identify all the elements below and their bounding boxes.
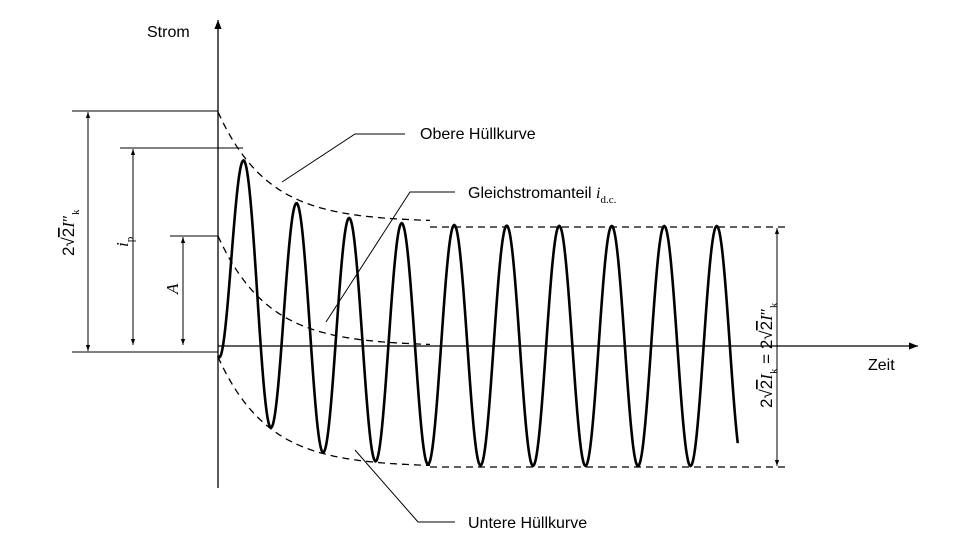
lower-envelope-curve: [217, 356, 430, 467]
svg-text:2√2I″k: 2√2I″k: [59, 209, 82, 256]
lower-envelope-label: Untere Hüllkurve: [468, 515, 587, 532]
dc-component-leader: [325, 191, 455, 323]
short-circuit-current-waveform: [216, 158, 740, 468]
upper-envelope-curve: [217, 111, 430, 222]
dc-component-curve: [217, 235, 430, 346]
svg-text:2√2Ik = 2√2I″k: 2√2Ik = 2√2I″k: [757, 302, 780, 408]
dc-component-label: Gleichstromanteil id.c.: [468, 185, 617, 206]
svg-text:A: A: [163, 283, 182, 295]
upper-envelope-label: Obere Hüllkurve: [420, 126, 536, 143]
y-axis-label: Strom: [147, 24, 190, 41]
svg-text:ip: ip: [113, 236, 136, 247]
x-axis-label: Zeit: [868, 357, 895, 374]
lower-envelope-leader: [354, 449, 455, 523]
initial-dc-label: A: [163, 283, 182, 295]
upper-envelope-leader: [281, 133, 405, 183]
initial-sc-label: 2√2I″k: [59, 209, 82, 256]
peak-current-label: ip: [113, 236, 136, 247]
steady-sc-label: 2√2Ik = 2√2I″k: [757, 302, 780, 408]
